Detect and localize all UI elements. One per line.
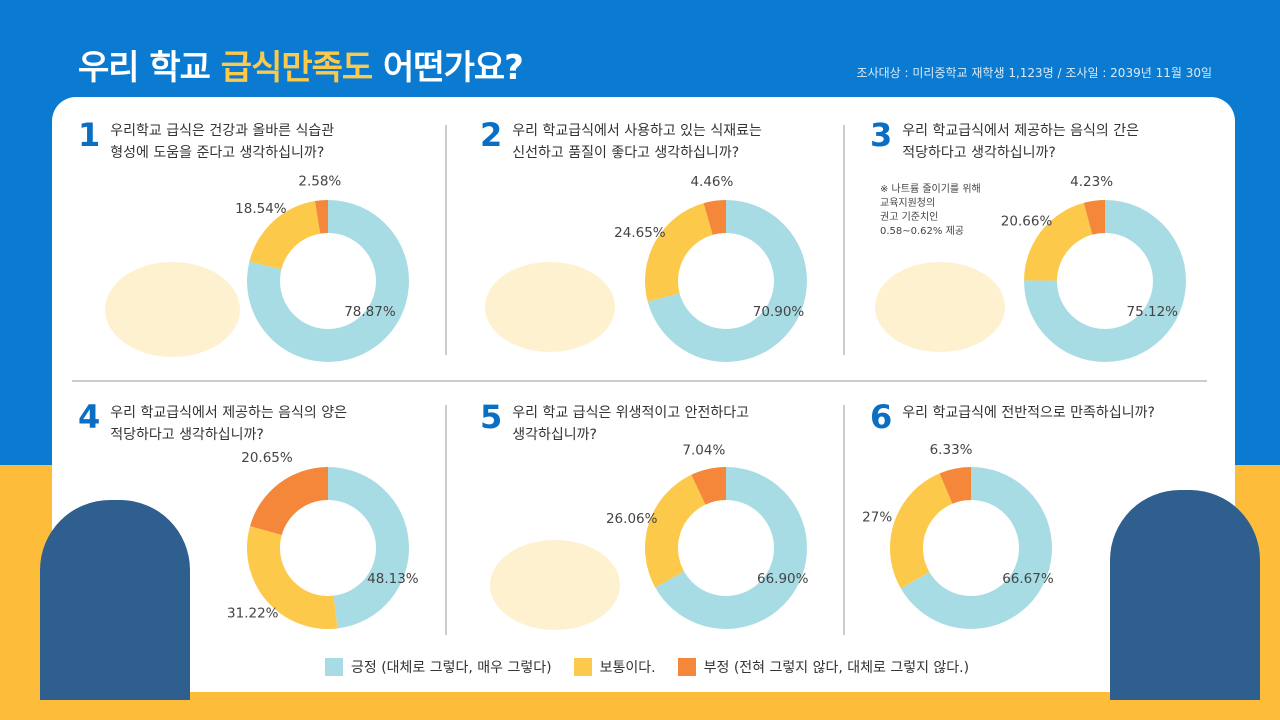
divider xyxy=(72,380,1207,382)
student-lunch-illustration xyxy=(105,262,240,357)
title-part1: 우리 학교 xyxy=(78,48,221,88)
content-card xyxy=(52,97,1235,692)
question-text: 우리 학교 급식은 위생적이고 안전하다고 생각하십니까? xyxy=(512,405,750,443)
legend-item-negative: 부정 (전혀 그렇지 않다, 대체로 그렇지 않다.) xyxy=(677,657,970,677)
survey-info: 조사대상 : 미리중학교 재학생 1,123명 / 조사일 : 2039년 11… xyxy=(856,66,1212,80)
question-text: 우리 학교급식에서 제공하는 음식의 간은 적당하다고 생각하십니까? xyxy=(902,123,1140,161)
student-illustration xyxy=(1110,490,1260,700)
question-text: 우리 학교급식에 전반적으로 만족하십니까? xyxy=(902,405,1155,421)
divider xyxy=(843,125,845,355)
question-6: 6 우리 학교급식에 전반적으로 만족하십니까? xyxy=(870,400,1155,434)
question-1: 1 우리학교 급식은 건강과 올바른 식습관 형성에 도움을 준다고 생각하십니까… xyxy=(78,118,334,164)
question-number: 5 xyxy=(480,398,503,436)
legend-label: 긍정 (대체로 그렇다, 매우 그렇다) xyxy=(351,660,552,676)
legend-swatch xyxy=(677,658,696,676)
title-part2: 어떤가요? xyxy=(372,48,524,88)
question-text: 우리학교 급식은 건강과 올바른 식습관 형성에 도움을 준다고 생각하십니까? xyxy=(110,123,335,161)
divider xyxy=(445,405,447,635)
question-5: 5 우리 학교 급식은 위생적이고 안전하다고 생각하십니까? xyxy=(480,400,749,446)
question-3: 3 우리 학교급식에서 제공하는 음식의 간은 적당하다고 생각하십니까? xyxy=(870,118,1139,164)
chef-illustration xyxy=(490,540,620,630)
legend-label: 보통이다. xyxy=(599,660,656,676)
legend-swatch xyxy=(325,658,343,676)
teacher-illustration xyxy=(40,500,190,700)
legend-item-neutral: 보통이다. xyxy=(573,657,656,677)
question-number: 1 xyxy=(78,116,101,154)
divider xyxy=(445,125,447,355)
question-4: 4 우리 학교급식에서 제공하는 음식의 양은 적당하다고 생각하십니까? xyxy=(78,400,347,446)
legend-label: 부정 (전혀 그렇지 않다, 대체로 그렇지 않다.) xyxy=(703,660,970,676)
page-title: 우리 학교 급식만족도 어떤가요? xyxy=(78,40,524,89)
question-number: 3 xyxy=(870,116,893,154)
title-highlight: 급식만족도 xyxy=(220,48,373,88)
legend-swatch xyxy=(573,658,592,676)
question-text: 우리 학교급식에서 제공하는 음식의 양은 적당하다고 생각하십니까? xyxy=(110,405,348,443)
question-text: 우리 학교급식에서 사용하고 있는 식재료는 신선하고 품질이 좋다고 생각하십… xyxy=(512,123,762,161)
legend: 긍정 (대체로 그렇다, 매우 그렇다) 보통이다. 부정 (전혀 그렇지 않다… xyxy=(325,657,969,677)
sodium-note: ※ 나트륨 줄이기를 위해 교육지원청의 권고 기준치인 0.58~0.62% … xyxy=(880,184,981,237)
question-number: 4 xyxy=(78,398,101,436)
salad-bowl-illustration xyxy=(485,262,615,352)
question-number: 2 xyxy=(480,116,503,154)
question-2: 2 우리 학교급식에서 사용하고 있는 식재료는 신선하고 품질이 좋다고 생각하… xyxy=(480,118,762,164)
legend-item-positive: 긍정 (대체로 그렇다, 매우 그렇다) xyxy=(325,657,552,677)
question-number: 6 xyxy=(870,398,893,436)
divider xyxy=(843,405,845,635)
lunch-tray-illustration xyxy=(875,262,1005,352)
